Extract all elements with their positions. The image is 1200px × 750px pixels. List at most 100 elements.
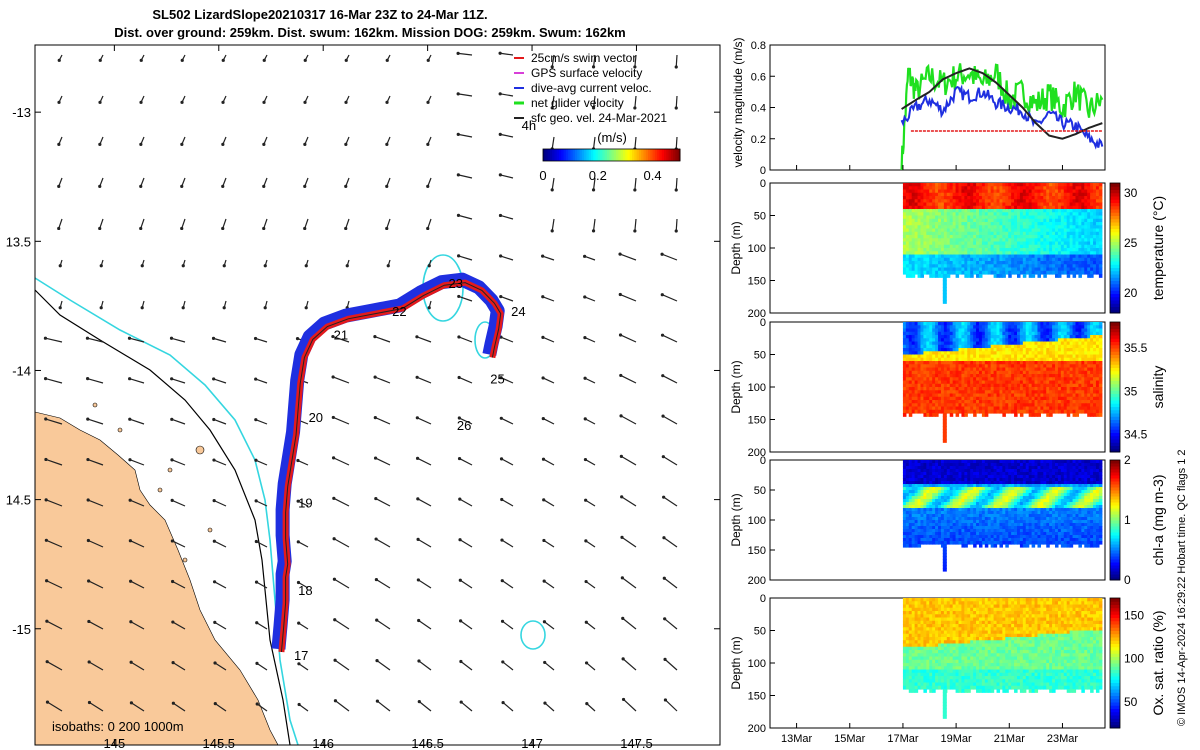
data-cell [952,212,957,217]
temperature-section-colorbar-cell [1110,244,1120,249]
data-cell [932,387,936,391]
velocity-arrow-196 [214,540,227,548]
data-cell [1090,328,1094,333]
temperature-section-colorbar-cell [1110,215,1120,220]
data-cell [967,244,971,249]
data-cell [1022,257,1027,262]
data-cell [1019,390,1024,395]
data-cell [1055,225,1059,230]
salinity-section-colorbar-cell [1110,390,1120,394]
data-cell [952,409,957,414]
data-cell [976,209,980,213]
data-cell [1066,196,1071,200]
data-cell [967,396,971,401]
map-y-tick-label: 14.5 [6,493,31,508]
data-cell [908,215,913,220]
data-cell [1008,361,1012,365]
data-cell [914,502,919,506]
data-cell [935,344,939,349]
data-cell [1093,409,1097,414]
data-cell [1069,238,1074,243]
data-cell [993,357,998,362]
data-cell [926,370,930,375]
data-cell [1087,387,1091,391]
velocity-arrow-159 [662,415,678,425]
data-cell [1052,361,1056,365]
data-cell [946,328,951,333]
data-cell [990,390,995,395]
data-cell [978,390,983,395]
data-cell [914,460,919,464]
data-cell [1043,231,1047,236]
data-cell [1075,202,1080,207]
data-cell [932,238,936,243]
data-cell [1069,235,1074,239]
data-cell [917,331,922,336]
colorbar-cell [561,149,565,161]
data-cell [1040,228,1044,233]
velocity-arrow-head [87,579,91,583]
data-cell [1022,351,1027,356]
data-cell [1005,231,1009,236]
data-cell [1093,403,1097,408]
data-cell [1098,235,1103,239]
data-cell [1052,357,1056,362]
data-cell [943,380,948,385]
data-cell [911,254,916,259]
velocity-arrow-173 [585,459,596,466]
data-cell [920,390,925,395]
data-cell [1022,322,1027,326]
data-cell [1011,338,1015,343]
data-cell [987,396,992,401]
data-cell [1022,335,1027,339]
data-cell [1037,231,1041,236]
data-cell [1002,196,1006,200]
data-cell [949,183,954,187]
data-cell [902,322,907,326]
data-cell [990,257,995,262]
data-cell [1043,257,1047,262]
data-cell [932,267,936,272]
data-cell [1016,274,1021,278]
velocity-arrow-head [255,702,259,706]
data-cell [978,205,983,210]
salinity-section-colorbar-cell [1110,416,1120,420]
data-cell [914,409,919,414]
data-cell [923,331,927,336]
velocity-arrow-head [129,579,133,583]
data-cell [1019,225,1024,230]
data-cell [1046,322,1050,326]
data-cell [1075,377,1080,382]
data-cell [946,218,951,223]
velocity-arrow-216 [376,579,391,589]
velocity-arrow-head [663,617,667,621]
data-cell [914,196,919,200]
data-cell [1014,377,1018,382]
data-cell [1025,196,1030,200]
data-cell [1037,241,1041,246]
data-cell [1031,344,1036,349]
colorbar-cell [629,149,633,161]
temperature-section-colorbar-cell [1110,183,1120,187]
data-cell [908,466,913,470]
velocity-arrow-head [213,702,217,706]
data-cell [1022,244,1027,249]
data-cell [1084,189,1088,194]
data-cell [902,267,907,272]
data-cell [970,228,974,233]
data-cell [1081,264,1085,269]
data-cell [1014,325,1018,330]
data-cell [949,374,954,378]
data-cell [940,370,945,375]
data-cell [935,409,939,414]
data-cell [1098,209,1103,213]
data-cell [1093,261,1097,265]
data-cell [984,235,989,239]
data-cell [1011,357,1015,362]
data-cell [973,215,977,220]
data-cell [1098,241,1103,246]
data-cell [1084,261,1088,265]
data-cell [990,196,995,200]
data-cell [1060,264,1065,269]
data-cell [999,361,1003,365]
